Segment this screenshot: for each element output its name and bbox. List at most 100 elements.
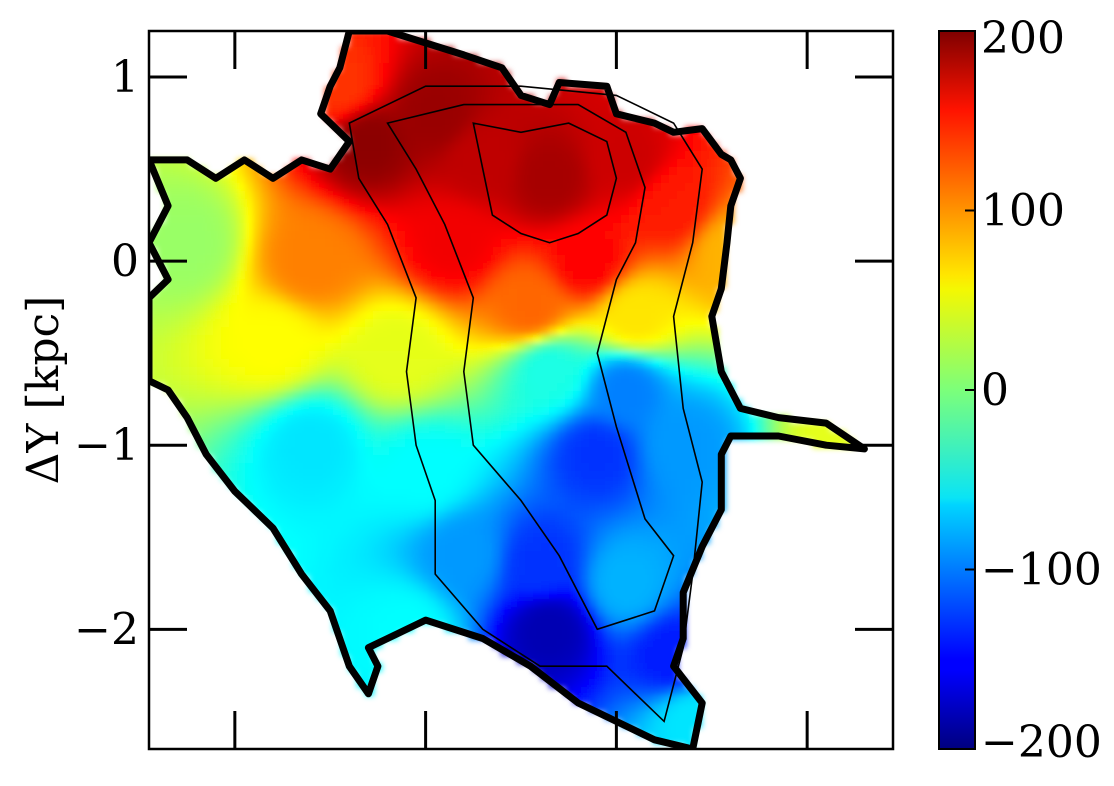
field-cell (293, 231, 302, 240)
field-cell (469, 479, 478, 488)
field-cell (653, 263, 662, 272)
field-cell (277, 399, 286, 408)
field-cell (453, 471, 462, 480)
field-cell (325, 311, 334, 320)
field-cell (389, 383, 398, 392)
field-cell (365, 383, 374, 392)
field-cell (581, 183, 590, 192)
field-cell (581, 367, 590, 376)
field-cell (653, 559, 662, 568)
field-cell (669, 351, 678, 360)
field-cell (533, 503, 542, 512)
field-cell (573, 303, 582, 312)
field-cell (701, 279, 710, 288)
field-cell (333, 383, 342, 392)
field-cell (605, 319, 614, 328)
field-cell (493, 551, 502, 560)
field-cell (221, 455, 230, 464)
field-cell (429, 135, 438, 144)
field-cell (565, 303, 574, 312)
field-cell (381, 503, 390, 512)
field-cell (621, 151, 630, 160)
field-cell (589, 551, 598, 560)
field-cell (709, 351, 718, 360)
field-cell (237, 311, 246, 320)
field-cell (253, 455, 262, 464)
field-cell (413, 495, 422, 504)
field-cell (709, 255, 718, 264)
field-cell (469, 551, 478, 560)
field-cell (301, 503, 310, 512)
field-cell (365, 167, 374, 176)
field-cell (405, 311, 414, 320)
field-cell (357, 455, 366, 464)
field-cell (317, 471, 326, 480)
field-cell (397, 239, 406, 248)
field-cell (165, 375, 174, 384)
field-cell (501, 367, 510, 376)
field-cell (645, 127, 654, 136)
field-cell (493, 231, 502, 240)
field-cell (317, 503, 326, 512)
field-cell (517, 223, 526, 232)
field-cell (501, 615, 510, 624)
field-cell (477, 223, 486, 232)
field-cell (429, 111, 438, 120)
field-cell (317, 575, 326, 584)
field-cell (573, 175, 582, 184)
field-cell (261, 471, 270, 480)
field-cell (469, 383, 478, 392)
field-cell (493, 623, 502, 632)
field-cell (501, 263, 510, 272)
field-cell (677, 319, 686, 328)
field-cell (261, 303, 270, 312)
field-cell (685, 479, 694, 488)
field-cell (373, 343, 382, 352)
field-cell (381, 383, 390, 392)
field-cell (509, 215, 518, 224)
field-cell (317, 383, 326, 392)
field-cell (341, 223, 350, 232)
field-cell (189, 255, 198, 264)
field-cell (389, 231, 398, 240)
field-cell (493, 215, 502, 224)
field-cell (437, 495, 446, 504)
field-cell (581, 223, 590, 232)
field-cell (621, 239, 630, 248)
field-cell (613, 695, 622, 704)
field-cell (165, 215, 174, 224)
field-cell (421, 407, 430, 416)
field-cell (365, 439, 374, 448)
field-cell (245, 407, 254, 416)
field-cell (413, 303, 422, 312)
field-cell (261, 247, 270, 256)
field-cell (637, 439, 646, 448)
field-cell (541, 639, 550, 648)
field-cell (277, 175, 286, 184)
field-cell (357, 463, 366, 472)
field-cell (629, 383, 638, 392)
field-cell (669, 303, 678, 312)
field-cell (221, 407, 230, 416)
field-cell (229, 335, 238, 344)
field-cell (421, 335, 430, 344)
field-cell (245, 447, 254, 456)
field-cell (549, 471, 558, 480)
field-cell (645, 359, 654, 368)
field-cell (461, 599, 470, 608)
field-cell (485, 63, 494, 72)
field-cell (581, 327, 590, 336)
field-cell (389, 55, 398, 64)
field-cell (357, 79, 366, 88)
field-cell (461, 303, 470, 312)
field-cell (829, 431, 838, 440)
field-cell (309, 247, 318, 256)
field-cell (645, 431, 654, 440)
field-cell (389, 303, 398, 312)
field-cell (381, 415, 390, 424)
field-cell (669, 503, 678, 512)
field-cell (349, 263, 358, 272)
field-cell (613, 431, 622, 440)
field-cell (469, 559, 478, 568)
field-cell (317, 375, 326, 384)
